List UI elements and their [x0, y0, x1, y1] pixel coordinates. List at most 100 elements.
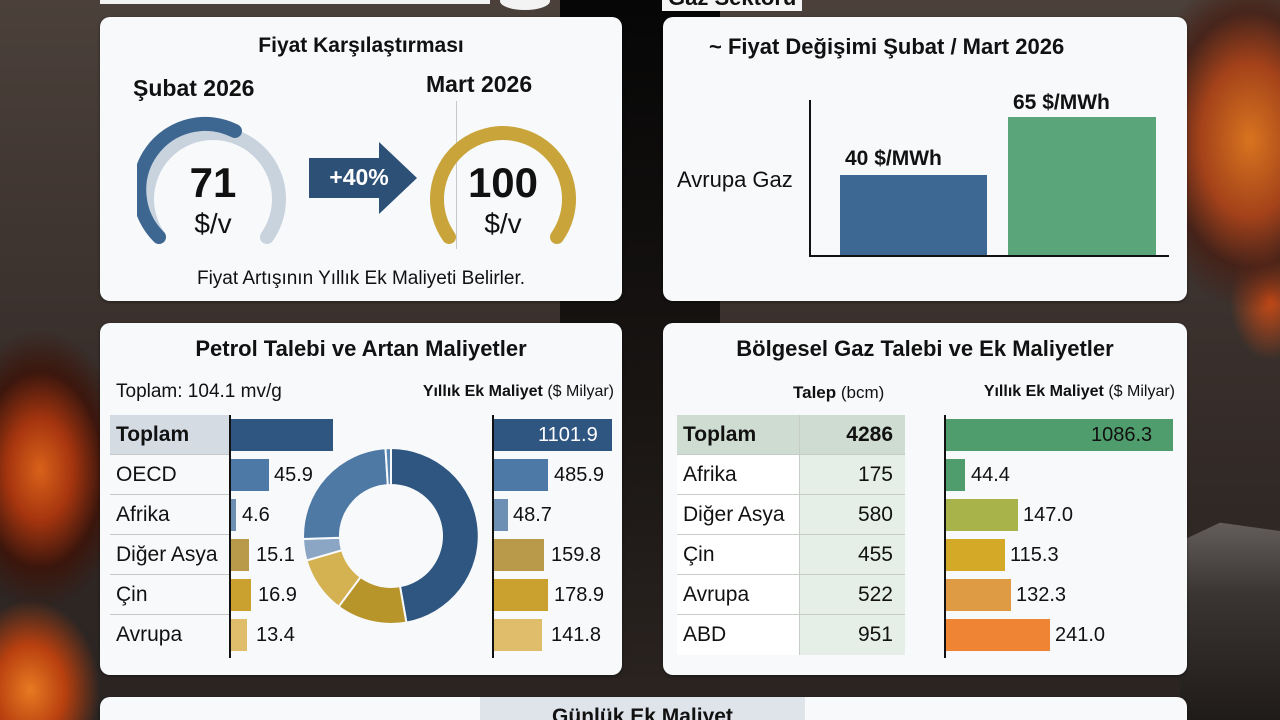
demand-bar-oecd [231, 459, 269, 491]
panel-title: Bölgesel Gaz Talebi ve Ek Maliyetler [736, 336, 1114, 361]
table-row: ABD 951 [677, 615, 905, 655]
demand-value: 15.1 [256, 544, 295, 566]
price-comparison-panel: Fiyat Karşılaştırması Şubat 2026 Mart 20… [100, 17, 622, 301]
demand-bar-total [231, 419, 333, 451]
table-row: Diğer Asya [110, 535, 230, 575]
demand-bar-europe [231, 619, 247, 651]
total-demand-label: Toplam: 104.1 mv/g [116, 381, 282, 402]
header-title: Gaz Sektörü [662, 0, 803, 11]
region-name: Afrika [677, 455, 799, 494]
gas-demand-table: Toplam 4286 Afrika 175 Diğer Asya 580 Çi… [677, 415, 905, 655]
cost-value: 48.7 [513, 504, 552, 526]
cost-value: 1086.3 [1091, 424, 1153, 446]
cost-bar-total [494, 419, 612, 451]
region-name: Toplam [677, 415, 799, 454]
demand-bar-other-asia [231, 539, 249, 571]
cost-bar-africa [494, 499, 508, 531]
region-name: ABD [677, 615, 799, 655]
cost-header-bold: Yıllık Ek Maliyet [983, 383, 1104, 400]
oil-demand-panel: Petrol Talebi ve Artan Maliyetler Toplam… [100, 323, 622, 675]
cost-bar-europe [494, 619, 542, 651]
x-axis [809, 255, 1169, 257]
cost-value: 159.8 [551, 544, 602, 566]
y-axis [809, 100, 811, 257]
panel-title: Petrol Talebi ve Artan Maliyetler [195, 336, 527, 361]
demand-value: 13.4 [256, 624, 295, 646]
bar-label-march: 65 $/MWh [1013, 91, 1110, 114]
cost-value: 132.3 [1016, 584, 1067, 606]
table-row: Afrika [110, 495, 230, 535]
demand-value: 4.6 [242, 504, 270, 526]
table-row: Avrupa 522 [677, 575, 905, 615]
cost-header-unit: ($ Milyar) [1108, 383, 1175, 400]
header-badge-fragment [500, 0, 550, 10]
cost-bar-usa [946, 619, 1050, 651]
panel-title: Günlük Ek Maliyet [552, 705, 733, 720]
cost-value: 44.4 [971, 464, 1010, 486]
demand-value: 455 [799, 535, 905, 574]
cost-value: 178.9 [554, 584, 605, 606]
divider [456, 101, 457, 249]
cost-bar-other-asia [494, 539, 544, 571]
cost-value: 115.3 [1010, 544, 1059, 566]
demand-value: 16.9 [258, 584, 297, 606]
demand-value: 522 [799, 575, 905, 614]
table-row: Afrika 175 [677, 455, 905, 495]
cost-bar-total [946, 419, 1173, 451]
demand-bar-africa [231, 499, 236, 531]
table-row: Diğer Asya 580 [677, 495, 905, 535]
cost-bar-europe [946, 579, 1011, 611]
gauge-unit: $/v [194, 208, 232, 239]
panel-title: ~ Fiyat Değişimi Şubat / Mart 2026 [709, 34, 1065, 59]
region-table: Toplam OECD Afrika Diğer Asya Çin Avrupa [110, 415, 230, 655]
demand-bar-china [231, 579, 251, 611]
period-label-after: Mart 2026 [426, 71, 533, 97]
cost-header-bold: Yıllık Ek Maliyet [422, 383, 543, 400]
demand-value: 4286 [799, 415, 905, 454]
cost-value: 141.8 [551, 624, 602, 646]
daily-cost-panel: Günlük Ek Maliyet [100, 697, 1187, 720]
period-label-before: Şubat 2026 [133, 75, 255, 101]
demand-header-bold: Talep [793, 383, 837, 402]
demand-value: 951 [799, 615, 905, 655]
cost-header-unit: ($ Milyar) [547, 383, 614, 400]
background-hills [1180, 522, 1280, 720]
region-name: Avrupa [677, 575, 799, 614]
header-banner-fragment [100, 0, 490, 4]
region-name: Çin [677, 535, 799, 574]
gas-demand-panel: Bölgesel Gaz Talebi ve Ek Maliyetler Tal… [663, 323, 1187, 675]
cost-bar-china [494, 579, 548, 611]
table-row: Çin [110, 575, 230, 615]
change-percent: +40% [329, 164, 389, 190]
daily-cost-header: Günlük Ek Maliyet [480, 697, 805, 720]
gauge-before: 71 $/v [137, 113, 289, 253]
cost-value: 147.0 [1023, 504, 1074, 526]
bar-february [840, 175, 987, 255]
table-row: Avrupa [116, 623, 183, 646]
cost-value: 1101.9 [538, 424, 598, 446]
cost-axis [944, 415, 946, 658]
bar-label-february: 40 $/MWh [845, 147, 942, 170]
table-row: Toplam 4286 [677, 415, 905, 455]
gauge-value: 100 [467, 159, 539, 206]
table-row: Çin 455 [677, 535, 905, 575]
gas-price-change-panel: ~ Fiyat Değişimi Şubat / Mart 2026 Avrup… [663, 17, 1187, 301]
demand-header: Talep (bcm) [793, 383, 884, 403]
cost-bar-oecd [494, 459, 548, 491]
gauge-value: 71 [189, 159, 237, 206]
y-axis-label: Avrupa Gaz [677, 167, 793, 192]
demand-value: 175 [799, 455, 905, 494]
table-row: Toplam [110, 415, 230, 455]
increase-arrow-icon: +40% [309, 142, 417, 214]
demand-header-unit: (bcm) [840, 383, 885, 402]
gauge-unit: $/v [484, 208, 522, 239]
cost-bar-china [946, 539, 1005, 571]
cost-value: 485.9 [554, 464, 605, 486]
demand-value: 580 [799, 495, 905, 534]
cost-value: 241.0 [1055, 624, 1106, 646]
gauge-after: 100 $/v [427, 113, 579, 253]
cost-bar-other-asia [946, 499, 1018, 531]
cost-header: Yıllık Ek Maliyet ($ Milyar) [423, 383, 614, 401]
demand-share-donut [300, 445, 482, 627]
bar-march [1008, 117, 1156, 255]
